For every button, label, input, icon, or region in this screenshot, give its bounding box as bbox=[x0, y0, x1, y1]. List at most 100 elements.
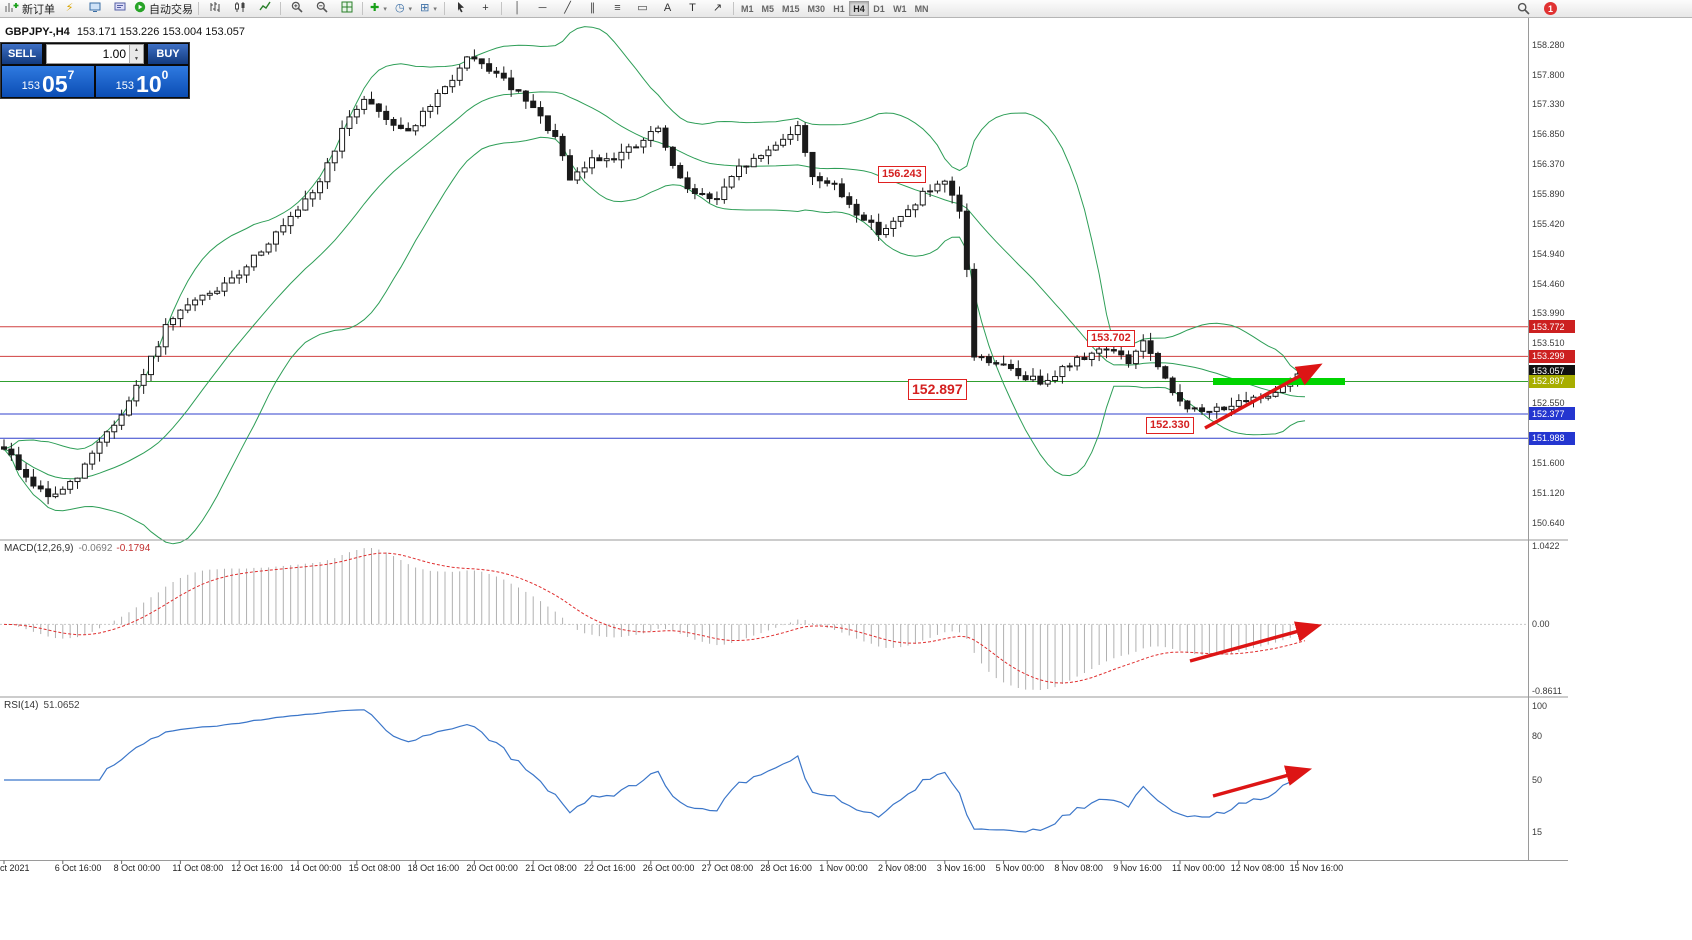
price-badge: 153.057 bbox=[1529, 364, 1575, 378]
price-label-object[interactable]: 152.330 bbox=[1146, 417, 1194, 434]
time-label: 1 Nov 00:00 bbox=[819, 863, 868, 873]
indicators-button[interactable]: ✚ ▾ bbox=[366, 1, 391, 17]
chevron-down-icon: ▾ bbox=[383, 5, 387, 13]
trend-arrows[interactable] bbox=[1189, 363, 1323, 798]
ohlc-values: 153.171 153.226 153.004 153.057 bbox=[76, 26, 246, 38]
crosshair-button[interactable]: + bbox=[473, 1, 498, 17]
zoom-out-button[interactable] bbox=[309, 1, 334, 17]
macd-scale-min: -0.8611 bbox=[1532, 686, 1562, 696]
rsi-value: 51.0652 bbox=[43, 700, 80, 711]
buy-price-prefix: 153 bbox=[115, 80, 135, 92]
tile-windows-button[interactable] bbox=[334, 1, 359, 17]
buy-button[interactable]: BUY bbox=[148, 44, 188, 64]
vertical-line-icon: │ bbox=[514, 2, 521, 14]
data-window-button[interactable] bbox=[107, 1, 132, 17]
time-label: 12 Oct 16:00 bbox=[231, 863, 283, 873]
zoom-in-button[interactable] bbox=[284, 1, 309, 17]
price-tick: 150.640 bbox=[1532, 517, 1565, 528]
timeframe-button-h4[interactable]: H4 bbox=[849, 1, 870, 16]
toolbar: 新订单 ⚡ 自动交易 ✚ ▾ ◷ ▾ ⊞ ▾ + │ ─ ╱ ∥ ≡ ▭ A T ↗ M1 M5 M15 M30 H1 H4 D1… bbox=[0, 0, 1692, 18]
time-axis[interactable]: ct 2021 6 Oct 16:00 8 Oct 00:00 11 Oct 08:0… bbox=[0, 861, 1528, 877]
trendline-button[interactable]: ╱ bbox=[555, 1, 580, 17]
periods-button[interactable]: ◷ ▾ bbox=[391, 1, 416, 17]
sell-button[interactable]: SELL bbox=[2, 44, 42, 64]
arrow-object-button[interactable]: ↗ bbox=[705, 1, 730, 17]
volume-up-button[interactable]: ▲ bbox=[130, 45, 143, 54]
timeframe-button-d1[interactable]: D1 bbox=[873, 3, 885, 14]
timeframe-button-m30[interactable]: M30 bbox=[807, 3, 826, 14]
vertical-line-button[interactable]: │ bbox=[505, 1, 530, 17]
notification-badge[interactable]: 1 bbox=[1544, 2, 1557, 15]
time-label: 21 Oct 08:00 bbox=[525, 863, 577, 873]
alerts-icon: ⚡ bbox=[65, 2, 74, 14]
price-badge: 152.897 bbox=[1529, 374, 1575, 388]
buy-price-big: 10 bbox=[136, 71, 162, 98]
text-button[interactable]: A bbox=[655, 1, 680, 17]
volume-spinner: ▲ ▼ bbox=[129, 45, 143, 63]
price-tick: 151.120 bbox=[1532, 487, 1565, 498]
price-label-object[interactable]: 156.243 bbox=[878, 166, 926, 183]
fibonacci-button[interactable]: ≡ bbox=[605, 1, 630, 17]
cursor-button[interactable] bbox=[448, 1, 473, 17]
toolbar-separator bbox=[501, 2, 502, 15]
price-tick: 155.420 bbox=[1532, 218, 1565, 229]
volume-field[interactable]: 1.00 ▲ ▼ bbox=[46, 44, 144, 64]
new-order-button[interactable]: 新订单 bbox=[3, 1, 57, 17]
text-label-button[interactable]: T bbox=[680, 1, 705, 17]
channel-button[interactable]: ∥ bbox=[580, 1, 605, 17]
macd-label: MACD(12,26,9) bbox=[4, 543, 74, 554]
chevron-down-icon: ▾ bbox=[408, 5, 413, 13]
buy-price-sup: 0 bbox=[161, 68, 169, 82]
time-label: 15 Nov 16:00 bbox=[1289, 863, 1344, 873]
toolbar-separator bbox=[733, 2, 734, 15]
price-scale[interactable]: 158.280 157.800 157.330 156.850 156.370 155.8… bbox=[1529, 18, 1599, 863]
timeframe-button-mn[interactable]: MN bbox=[914, 3, 929, 14]
timeframe-button-m5[interactable]: M5 bbox=[761, 3, 775, 14]
bollinger-bands bbox=[3, 26, 1306, 545]
bar-chart-button[interactable] bbox=[202, 1, 227, 17]
rsi-header: RSI(14) 51.0652 bbox=[4, 700, 80, 711]
time-label: 8 Oct 00:00 bbox=[113, 863, 161, 873]
price-label-object[interactable]: 153.702 bbox=[1087, 330, 1135, 347]
templates-button[interactable]: ⊞ ▾ bbox=[416, 1, 441, 17]
volume-down-button[interactable]: ▼ bbox=[130, 54, 143, 63]
text-label-icon: T bbox=[689, 2, 696, 14]
toolbar-separator bbox=[198, 2, 199, 15]
alerts-button[interactable]: ⚡ bbox=[57, 1, 82, 17]
time-label: 15 Oct 08:00 bbox=[348, 863, 401, 873]
time-label: 28 Oct 16:00 bbox=[760, 863, 812, 873]
price-tick: 151.600 bbox=[1532, 457, 1565, 468]
rsi-label: RSI(14) bbox=[4, 700, 39, 711]
search-button[interactable] bbox=[1511, 1, 1536, 17]
shapes-button[interactable]: ▭ bbox=[630, 1, 655, 17]
candlestick-chart-button[interactable] bbox=[227, 1, 252, 17]
time-label: 12 Nov 08:00 bbox=[1230, 863, 1285, 873]
price-label-object[interactable]: 152.897 bbox=[908, 379, 967, 400]
timeframe-button-m1[interactable]: M1 bbox=[741, 3, 754, 14]
horizontal-line-button[interactable]: ─ bbox=[530, 1, 555, 17]
timeframe-button-m15[interactable]: M15 bbox=[782, 3, 800, 14]
timeframe-button-h1[interactable]: H1 bbox=[833, 3, 845, 14]
data-window-icon bbox=[114, 1, 126, 16]
symbol-name: GBPJPY-,H4 bbox=[5, 26, 70, 38]
shapes-icon: ▭ bbox=[637, 2, 648, 14]
volume-value[interactable]: 1.00 bbox=[102, 47, 126, 61]
market-watch-icon bbox=[89, 1, 101, 16]
chart-title: GBPJPY-,H4 153.171 153.226 153.004 153.05… bbox=[5, 26, 245, 38]
rsi-indicator bbox=[4, 709, 1306, 833]
market-watch-button[interactable] bbox=[82, 1, 107, 17]
line-chart-button[interactable] bbox=[252, 1, 277, 17]
buy-price-button[interactable]: 153 10 0 bbox=[96, 66, 188, 97]
macd-value: -0.0692 bbox=[78, 543, 113, 554]
tile-windows-icon bbox=[341, 1, 353, 16]
sell-price-button[interactable]: 153 05 7 bbox=[2, 66, 94, 97]
timeframe-button-w1[interactable]: W1 bbox=[893, 3, 907, 14]
macd-scale-zero: 0.00 bbox=[1532, 619, 1550, 630]
auto-trading-button[interactable]: 自动交易 bbox=[132, 1, 195, 17]
periods-icon: ◷ bbox=[394, 2, 405, 14]
line-chart-icon bbox=[258, 1, 271, 16]
sell-price-big: 05 bbox=[42, 71, 68, 98]
price-tick: 153.510 bbox=[1532, 338, 1565, 349]
time-label: 14 Oct 00:00 bbox=[290, 863, 342, 873]
